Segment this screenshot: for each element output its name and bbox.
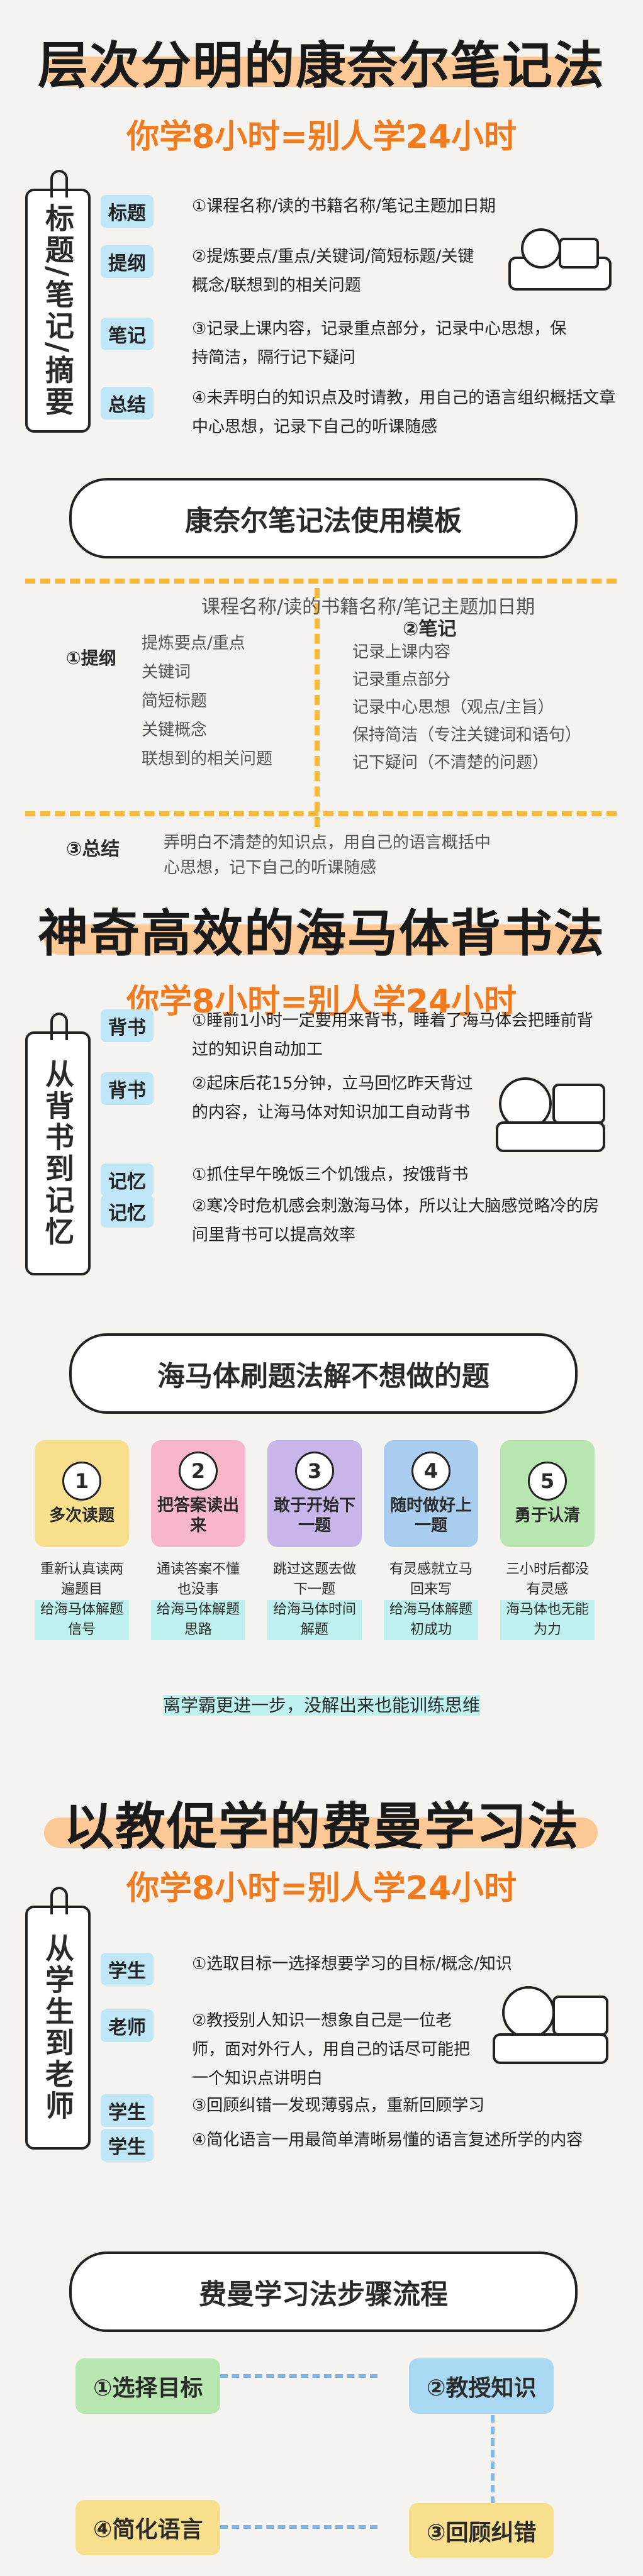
section3-bubble: 费曼学习法步骤流程 xyxy=(69,2251,578,2332)
col-head: 多次读题 xyxy=(48,1506,115,1525)
col-body: 三小时后都没有灵感 xyxy=(505,1562,589,1597)
section2-tag: 从背书到记忆 xyxy=(25,1013,91,1275)
section1-row-text-4: ④未弄明白的知识点及时请教，用自己的语言组织概括文章中心思想，记录下自己的听课随… xyxy=(192,389,616,436)
section1-row-text-3: ③记录上课内容，记录重点部分，记录中心思想，保持简洁，隔行记下疑问 xyxy=(192,319,567,367)
col-head: 把答案读出来 xyxy=(157,1496,239,1535)
col-number: 5 xyxy=(528,1462,567,1501)
template-left-label: ①提纲 xyxy=(66,648,116,669)
section1-subtitle: 你学8小时=别人学24小时 xyxy=(126,118,517,156)
col-body: 有灵感就立马回来写 xyxy=(389,1562,472,1597)
arrow-left xyxy=(220,2525,377,2529)
hippocampus-col-5: 5 勇于认清 三小时后都没有灵感 海马体也无能为力 xyxy=(500,1440,595,1640)
section1-title: 层次分明的康奈尔笔记法 xyxy=(38,36,605,95)
template-right-label: ②笔记 xyxy=(403,618,457,640)
arrow-right xyxy=(220,2374,377,2378)
section2-row-label-2: 背书 xyxy=(101,1072,154,1105)
section1-row-text-2: ②提炼要点/重点/关键词/简短标题/关键概念/联想到的相关问题 xyxy=(192,247,474,295)
template-right-items: 记录上课内容 记录重点部分 记录中心思想（观点/主旨） 保持简洁（专注关键词和语… xyxy=(352,643,582,772)
col-head: 敢于开始下一题 xyxy=(273,1496,355,1535)
section3-row-text-4: ④简化语言一用最简单清晰易懂的语言复述所学的内容 xyxy=(192,2131,583,2150)
section3-row-label-2: 老师 xyxy=(101,2009,154,2042)
reading-person-icon-2 xyxy=(478,1063,617,1157)
col-highlight: 给海马体解题思路 xyxy=(151,1600,245,1640)
col-highlight: 给海马体解题初成功 xyxy=(384,1600,478,1640)
feynman-step-4: ④简化语言 xyxy=(75,2500,221,2555)
col-highlight: 海马体也无能为力 xyxy=(500,1600,595,1640)
section2-subtitle: 你学8小时=别人学24小时 xyxy=(126,983,517,1021)
section3-row-label-4: 学生 xyxy=(101,2129,154,2162)
section3-tag: 从学生到老师 xyxy=(25,1887,91,2150)
section2-title: 神奇高效的海马体背书法 xyxy=(38,904,605,963)
section1-row-label-3: 笔记 xyxy=(101,318,154,350)
section3-subtitle: 你学8小时=别人学24小时 xyxy=(126,1870,517,1907)
section1-row-label-2: 提纲 xyxy=(101,245,154,278)
section1-row-text-1: ①课程名称/读的书籍名称/笔记主题加日期 xyxy=(192,197,496,216)
feynman-step-3: ③回顾纠错 xyxy=(409,2503,554,2558)
section2-row-text-3: ①抓住早午晚饭三个饥饿点，按饿背书 xyxy=(192,1165,469,1184)
section2-bubble: 海马体刷题法解不想做的题 xyxy=(69,1333,578,1414)
section2-row-text-4: ②寒冷时危机感会刺激海马体，所以让大脑感觉略冷的房间里背书可以提高效率 xyxy=(192,1197,600,1245)
col-highlight: 给海马体解题信号 xyxy=(35,1600,129,1640)
section1-row-label-1: 标题 xyxy=(101,195,154,228)
section1-tag: 标题/笔记/摘要 xyxy=(25,170,91,433)
template-bottom-text: 弄明白不清楚的知识点，用自己的语言概括中心思想，记下自己的听课随感 xyxy=(164,833,491,877)
section2-row-label-1: 背书 xyxy=(101,1009,154,1042)
col-body: 重新认真读两遍题目 xyxy=(40,1562,123,1597)
section3-row-text-3: ③回顾纠错一发现薄弱点，重新回顾学习 xyxy=(192,2096,485,2115)
col-number: 3 xyxy=(295,1452,334,1491)
hippocampus-col-3: 3 敢于开始下一题 跳过这题去做下一题 给海马体时间解题 xyxy=(267,1440,362,1640)
col-body: 跳过这题去做下一题 xyxy=(272,1562,356,1597)
arrow-down xyxy=(491,2415,495,2516)
template-left-items: 提炼要点/重点 关键词 简短标题 关键概念 联想到的相关问题 xyxy=(142,634,273,769)
section2-footer: 离学霸更进一步，没解出来也能训练思维 xyxy=(162,1695,480,1716)
col-head: 随时做好上一题 xyxy=(389,1496,472,1535)
section1-row-label-4: 总结 xyxy=(101,387,154,419)
col-head: 勇于认清 xyxy=(514,1506,580,1525)
section1-bubble: 康奈尔笔记法使用模板 xyxy=(69,478,578,558)
hippocampus-col-2: 2 把答案读出来 通读答案不懂也没事 给海马体解题思路 xyxy=(151,1440,245,1640)
section3-row-text-2: ②教授别人知识一想象自己是一位老师，面对外行人，用自己的话尽可能把一个知识点讲明… xyxy=(192,2011,471,2088)
col-number: 1 xyxy=(62,1462,101,1501)
section3-row-text-1: ①选取目标一选择想要学习的目标/概念/知识 xyxy=(192,1955,512,1974)
section3-row-label-1: 学生 xyxy=(101,1953,154,1985)
col-body: 通读答案不懂也没事 xyxy=(156,1562,240,1597)
feynman-step-2: ②教授知识 xyxy=(409,2358,554,2414)
feynman-step-1: ①选择目标 xyxy=(75,2358,221,2414)
hippocampus-col-4: 4 随时做好上一题 有灵感就立马回来写 给海马体解题初成功 xyxy=(384,1440,478,1640)
template-bottom-label: ③总结 xyxy=(66,838,120,860)
col-number: 2 xyxy=(179,1452,218,1491)
section2-row-label-3: 记忆 xyxy=(101,1163,154,1196)
col-highlight: 给海马体时间解题 xyxy=(267,1600,362,1640)
section2-row-label-4: 记忆 xyxy=(101,1195,154,1228)
section2-row-text-2: ②起床后花15分钟，立马回忆昨天背过的内容，让海马体对知识加工自动背书 xyxy=(192,1074,473,1122)
section2-row-text-1: ①睡前1小时一定要用来背书，睡着了海马体会把睡前背过的知识自动加工 xyxy=(192,1011,593,1059)
section3-row-label-3: 学生 xyxy=(101,2094,154,2127)
reading-person-icon-3 xyxy=(478,1975,617,2069)
col-number: 4 xyxy=(411,1452,450,1491)
reading-person-icon xyxy=(503,214,617,302)
template-top: 课程名称/读的书籍名称/笔记主题加日期 xyxy=(201,596,535,618)
hippocampus-col-1: 1 多次读题 重新认真读两遍题目 给海马体解题信号 xyxy=(35,1440,129,1640)
section3-title: 以教促学的费曼学习法 xyxy=(64,1797,579,1856)
